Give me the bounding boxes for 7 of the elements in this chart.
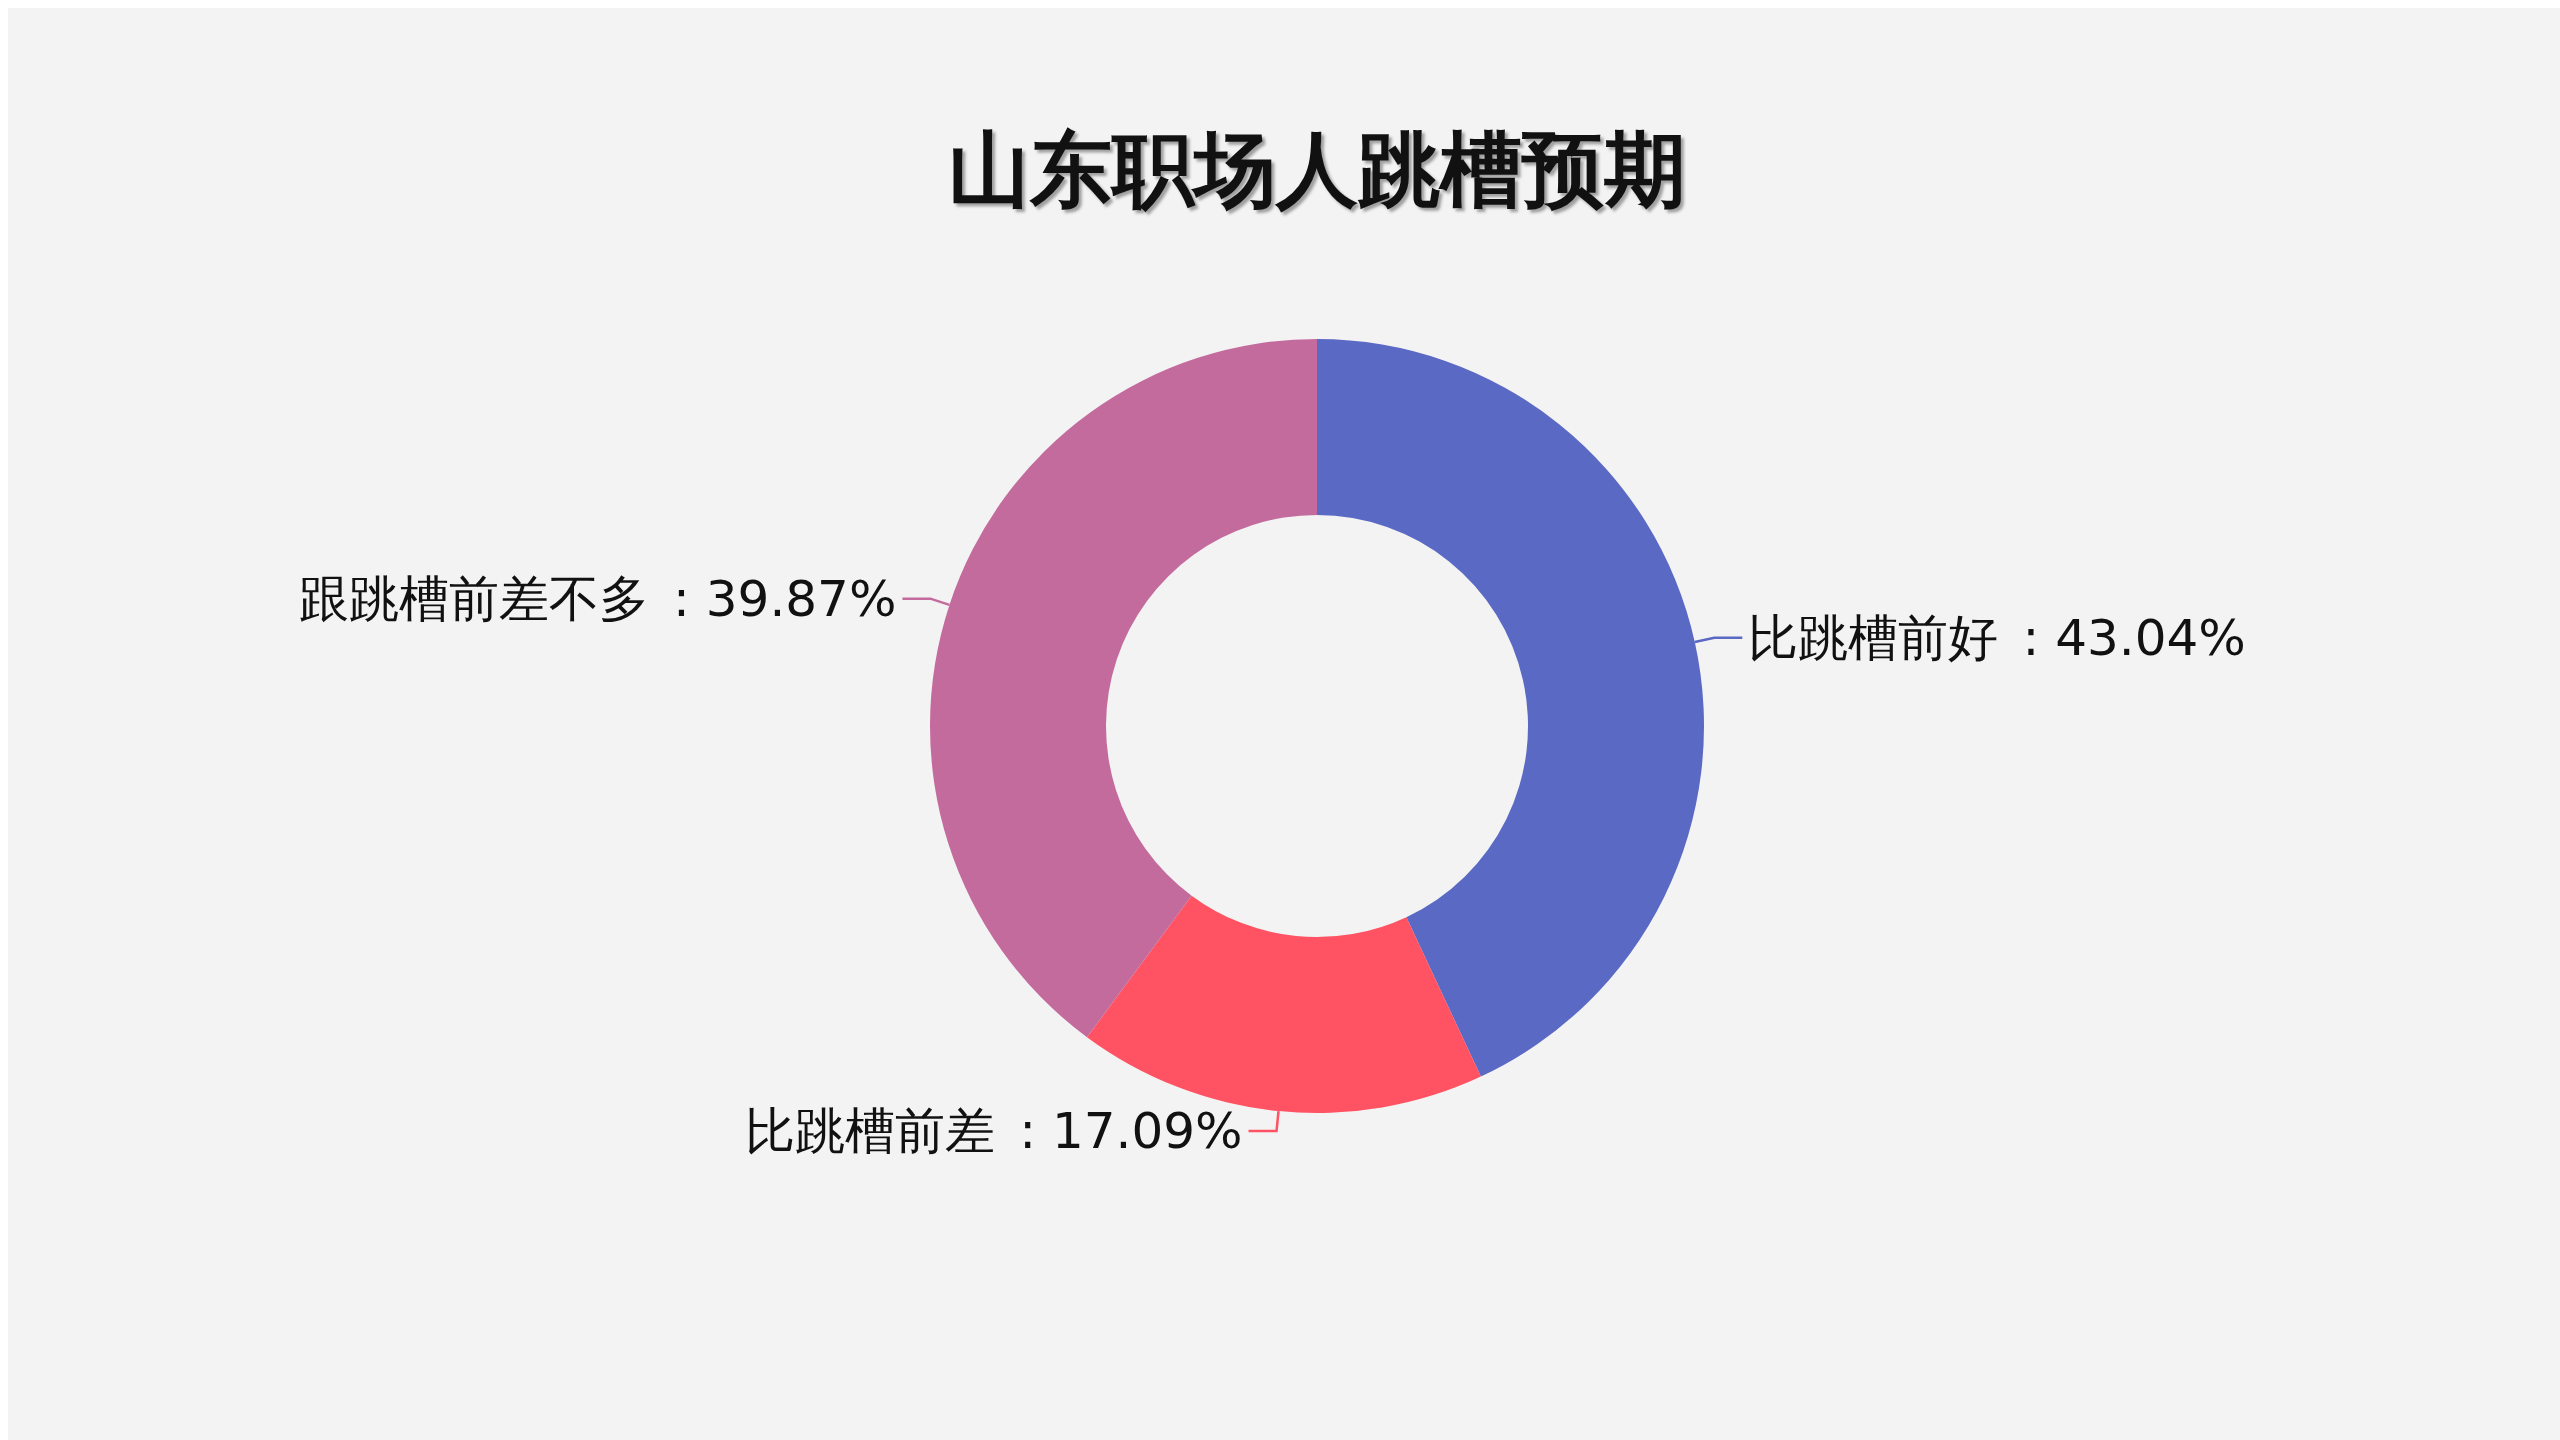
data-label: : 39.87% [673,570,897,629]
slice-label: 跟跳槽前差不多 [298,570,649,629]
slice-label: 比跳槽前好 [1748,609,1999,668]
chart-title: 山东职场人跳槽预期 [948,122,1686,217]
data-label: : 17.09% [1019,1102,1243,1161]
slice-label: 比跳槽前差 [745,1102,996,1161]
data-label: : 43.04% [2022,609,2246,668]
